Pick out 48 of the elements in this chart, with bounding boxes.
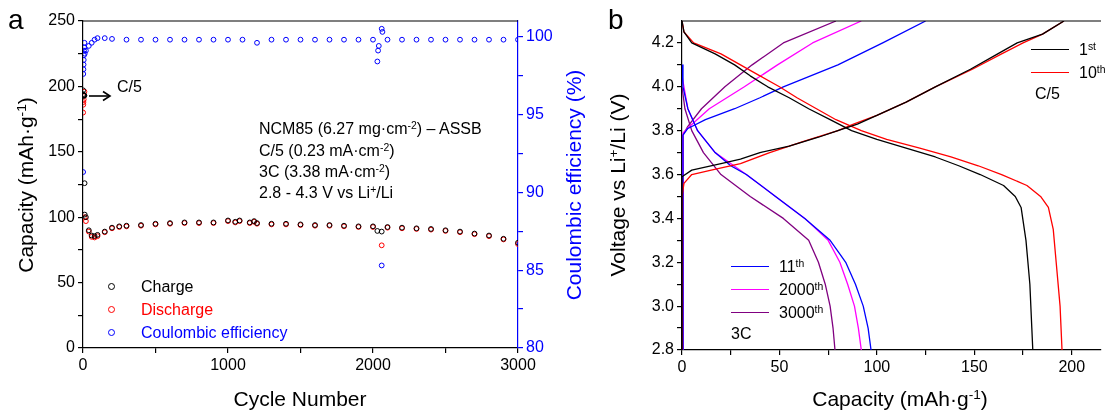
y-tick-label: 4.0 <box>651 77 675 95</box>
annotation: 3C (3.38 mA·cm$^{-2}$) <box>259 162 391 180</box>
y-tick-label: 4.2 <box>651 33 675 51</box>
y2-tick-label: 90 <box>526 182 544 200</box>
y-tick-label: 100 <box>48 207 76 225</box>
y2-axis-title: Coulombic efficiency (%) <box>561 69 585 301</box>
legend-label: 3000$^{th}$ <box>779 303 824 322</box>
y2-tick-label: 95 <box>526 104 544 122</box>
x-axis-title: Cycle Number <box>233 387 367 410</box>
x-tick-label: 3000 <box>500 356 536 374</box>
x-tick-label: 50 <box>770 358 789 376</box>
x-tick-label: 150 <box>960 358 988 376</box>
y2-tick-label: 85 <box>526 260 544 278</box>
legend-label: 10$^{th}$ <box>1079 63 1106 82</box>
legend-label: Discharge <box>141 300 214 319</box>
x-tick-label: 0 <box>78 356 88 374</box>
x-axis-title: Capacity (mAh·g$^{-1}$) <box>812 387 988 410</box>
annotation: 3C <box>731 325 752 342</box>
y2-tick-label: 80 <box>526 338 544 356</box>
legend-label: 2000$^{th}$ <box>779 280 824 299</box>
text: b <box>608 4 624 35</box>
annotation: NCM85 (6.27 mg·cm$^{-2}$) – ASSB <box>259 119 482 137</box>
annotation: 2.8 - 4.3 V vs Li$^{+}$/Li <box>259 183 394 201</box>
y-tick-label: 3.6 <box>651 164 675 182</box>
x-tick-label: 0 <box>677 358 687 376</box>
y-tick-label: 50 <box>57 273 76 291</box>
x-tick-label: 100 <box>863 358 891 376</box>
legend-label: 1$^{st}$ <box>1079 40 1096 59</box>
legend-label: Charge <box>141 277 194 296</box>
y-tick-label: 250 <box>48 11 76 29</box>
y-tick-label: 200 <box>48 76 76 94</box>
legend-label: 11$^{th}$ <box>779 257 805 276</box>
y-tick-label: 150 <box>48 142 76 160</box>
y-tick-label: 0 <box>66 338 76 356</box>
x-tick-label: 1000 <box>210 356 246 374</box>
y-tick-label: 3.8 <box>651 121 675 139</box>
x-tick-label: 2000 <box>355 356 391 374</box>
y-tick-label: 3.0 <box>651 296 675 314</box>
x-tick-label: 200 <box>1058 358 1086 376</box>
y2-tick-label: 100 <box>526 26 553 44</box>
y-tick-label: 3.4 <box>651 208 675 226</box>
y-tick-label: 3.2 <box>651 252 675 270</box>
legend-label: Coulombic efficiency <box>141 323 288 342</box>
annotation: C/5 <box>1035 85 1060 102</box>
annotation: C/5 (0.23 mA·cm$^{-2}$) <box>259 141 395 159</box>
text: a <box>8 4 24 35</box>
annotation: C/5 <box>117 78 142 95</box>
y-tick-label: 2.8 <box>651 340 675 358</box>
